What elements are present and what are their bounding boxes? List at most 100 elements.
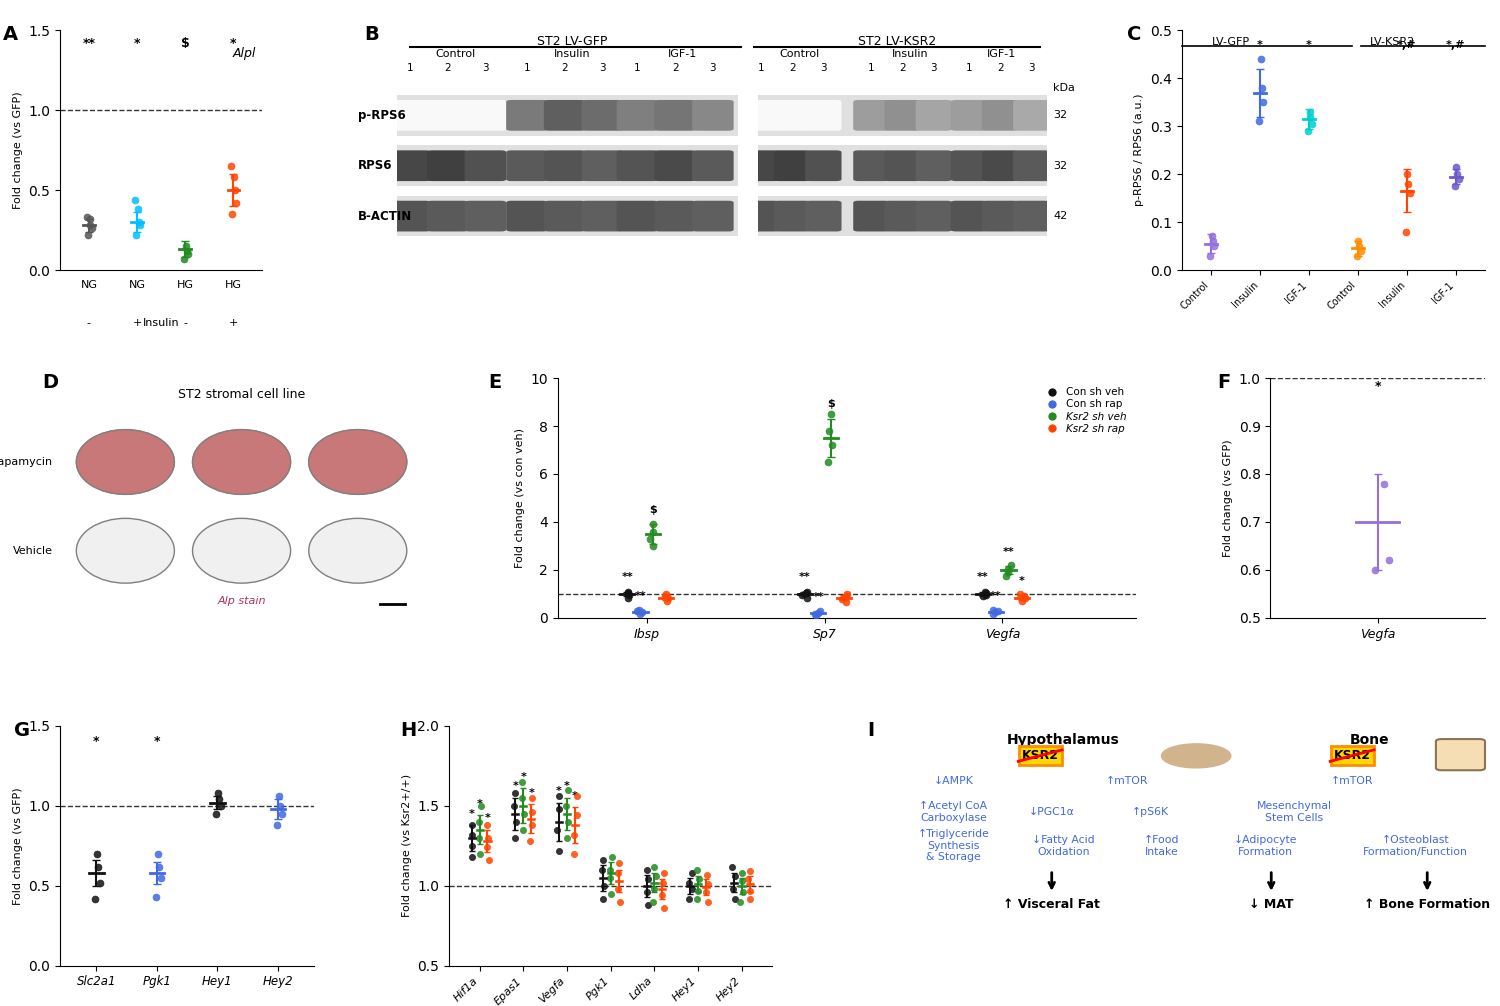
FancyBboxPatch shape <box>853 201 889 231</box>
Point <box>1362 562 1386 578</box>
Text: A: A <box>3 25 18 44</box>
Text: LV-KSR2: LV-KSR2 <box>1370 37 1414 47</box>
FancyBboxPatch shape <box>616 100 658 131</box>
Text: H: H <box>400 721 417 740</box>
Point <box>680 865 703 881</box>
FancyBboxPatch shape <box>951 150 987 181</box>
Point <box>729 873 753 889</box>
Point <box>1010 593 1034 609</box>
Point <box>460 849 484 865</box>
Point <box>146 846 170 862</box>
Point <box>564 788 588 804</box>
Point <box>996 564 1020 580</box>
Text: *: * <box>477 799 483 809</box>
Point <box>206 785 230 801</box>
Point <box>626 604 650 620</box>
Point <box>466 830 490 846</box>
FancyBboxPatch shape <box>885 150 921 181</box>
Point <box>224 182 248 198</box>
Point <box>1298 104 1322 120</box>
FancyBboxPatch shape <box>774 150 810 181</box>
Point <box>636 862 660 878</box>
Point <box>1299 109 1323 125</box>
Point <box>1250 79 1274 96</box>
Point <box>1377 552 1401 568</box>
FancyBboxPatch shape <box>465 100 506 131</box>
Point <box>694 884 718 900</box>
Text: Control: Control <box>780 48 820 58</box>
FancyBboxPatch shape <box>915 100 952 131</box>
Text: 1: 1 <box>406 63 414 73</box>
FancyBboxPatch shape <box>982 100 1018 131</box>
Point <box>1251 95 1275 111</box>
Point <box>460 838 484 854</box>
Point <box>520 790 544 806</box>
FancyBboxPatch shape <box>692 201 734 231</box>
Point <box>268 798 292 814</box>
Text: 2: 2 <box>561 63 568 73</box>
Point <box>651 874 675 890</box>
Y-axis label: Fold change (vs con veh): Fold change (vs con veh) <box>514 428 525 568</box>
Point <box>795 590 819 606</box>
Point <box>590 862 613 878</box>
Text: ↑ Bone Formation: ↑ Bone Formation <box>1364 898 1491 911</box>
Text: Mesenchymal
Stem Cells: Mesenchymal Stem Cells <box>1257 802 1332 823</box>
Text: I: I <box>867 721 874 740</box>
FancyBboxPatch shape <box>915 201 952 231</box>
FancyBboxPatch shape <box>544 150 585 181</box>
Point <box>615 590 639 606</box>
Point <box>503 830 526 846</box>
Point <box>126 201 150 217</box>
FancyBboxPatch shape <box>427 100 468 131</box>
Circle shape <box>76 430 174 494</box>
FancyBboxPatch shape <box>1013 150 1050 181</box>
Text: Insulin: Insulin <box>892 48 928 58</box>
Text: *: * <box>1019 575 1025 585</box>
Text: 3: 3 <box>482 63 489 73</box>
Point <box>738 890 762 906</box>
Text: ST2 stromal cell line: ST2 stromal cell line <box>178 387 304 400</box>
FancyBboxPatch shape <box>616 150 658 181</box>
Text: E: E <box>489 373 502 392</box>
Point <box>834 595 858 611</box>
FancyBboxPatch shape <box>915 150 952 181</box>
Circle shape <box>192 518 291 583</box>
Text: 2: 2 <box>998 63 1004 73</box>
Point <box>87 858 111 874</box>
Text: 3: 3 <box>1028 63 1035 73</box>
Point <box>477 852 501 868</box>
Point <box>209 798 232 814</box>
Text: *: * <box>93 735 99 748</box>
FancyBboxPatch shape <box>806 201 842 231</box>
Text: **: ** <box>82 37 96 50</box>
Text: Insulin: Insulin <box>554 48 591 58</box>
Point <box>555 798 579 814</box>
Point <box>1198 247 1222 264</box>
Point <box>88 874 112 890</box>
Text: ↑pS6K: ↑pS6K <box>1131 807 1168 817</box>
Point <box>512 822 536 838</box>
FancyBboxPatch shape <box>774 100 810 131</box>
Text: Alpl: Alpl <box>232 47 256 60</box>
Text: 3: 3 <box>821 63 827 73</box>
FancyBboxPatch shape <box>427 150 468 181</box>
FancyBboxPatch shape <box>398 145 1047 186</box>
Point <box>468 846 492 862</box>
Point <box>818 423 842 439</box>
Point <box>80 220 104 236</box>
Text: KSR2: KSR2 <box>1022 749 1059 763</box>
Text: 1: 1 <box>524 63 531 73</box>
Point <box>503 785 526 801</box>
Point <box>124 226 148 242</box>
Text: ↑Triglyceride
Synthesis
& Storage: ↑Triglyceride Synthesis & Storage <box>918 829 990 862</box>
FancyBboxPatch shape <box>982 150 1018 181</box>
Point <box>630 605 654 621</box>
Point <box>1296 123 1320 139</box>
Text: 42: 42 <box>1053 211 1068 221</box>
Point <box>794 584 818 601</box>
Text: *: * <box>134 37 141 50</box>
FancyBboxPatch shape <box>1013 100 1050 131</box>
Text: ↑ Visceral Fat: ↑ Visceral Fat <box>1004 898 1100 911</box>
FancyBboxPatch shape <box>388 150 430 181</box>
Text: kDa: kDa <box>1053 82 1076 93</box>
